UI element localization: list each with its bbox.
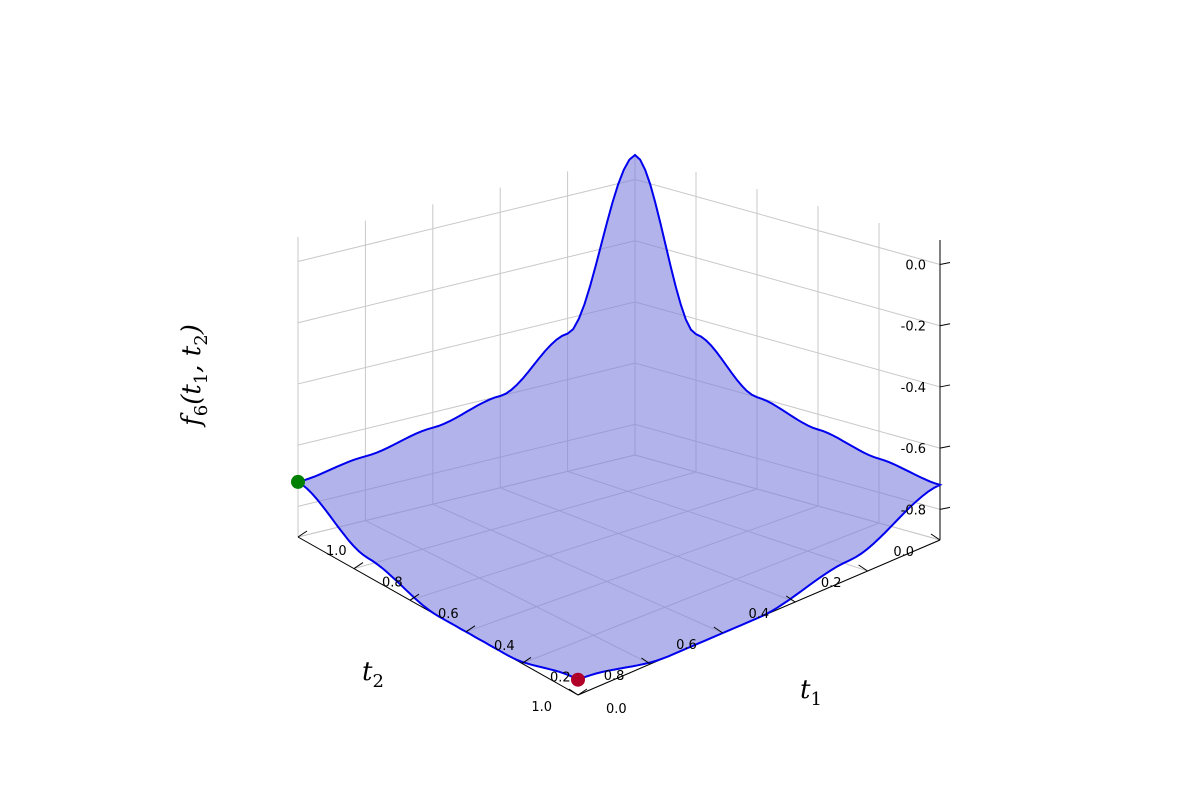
- wall-grid-line: [634, 179, 941, 265]
- surface-patch: [295, 153, 943, 681]
- x-tick-label: 0.6: [438, 607, 459, 622]
- y-tick-label: 0.6: [676, 638, 697, 653]
- y-tick-mark: [858, 564, 868, 572]
- z-tick-label: -0.2: [901, 320, 926, 335]
- x-tick-mark: [577, 688, 588, 696]
- y-axis-label: t2: [362, 657, 384, 692]
- z-tick-mark: [939, 261, 951, 265]
- z-axis-label: f6(t1, t2): [177, 324, 212, 428]
- markers: [291, 474, 585, 687]
- y-tick-mark: [641, 657, 651, 665]
- y-tick-mark: [785, 595, 796, 603]
- y-tick-label: 0.2: [821, 576, 842, 591]
- z-tick-mark: [939, 506, 951, 510]
- z-axis-label-part: 2: [191, 334, 212, 345]
- wall-grid-line: [297, 179, 636, 262]
- z-tick-mark: [939, 323, 951, 327]
- z-tick-label: -0.6: [901, 442, 926, 457]
- x-tick-label: 0.2: [550, 670, 571, 685]
- z-axis-label-part: (t: [177, 384, 207, 405]
- wall-grid-line: [297, 301, 636, 385]
- y-tick-label: 0.4: [749, 607, 770, 622]
- surface: [295, 153, 943, 681]
- minimum-point: [571, 672, 585, 687]
- y-tick-mark: [930, 533, 941, 541]
- z-tick-mark: [939, 384, 951, 388]
- x-tick-mark: [353, 562, 364, 570]
- x-tick-label: 0.8: [382, 576, 403, 591]
- x-tick-mark: [409, 593, 420, 601]
- x-tick-mark: [465, 625, 476, 633]
- z-tick-label: -0.8: [901, 503, 926, 518]
- y-tick-label: 0.8: [604, 669, 625, 684]
- y-tick-mark: [568, 688, 579, 696]
- x-tick-label: 0.0: [606, 702, 627, 717]
- wall-grid-line: [297, 240, 636, 324]
- z-axis-label-part: ): [177, 324, 207, 335]
- z-tick-label: -0.4: [901, 381, 926, 396]
- y-tick-label: 0.0: [893, 545, 914, 560]
- x-tick-label: 0.4: [494, 639, 515, 654]
- x-tick-label: 1.0: [326, 544, 347, 559]
- y-tick-label: 1.0: [531, 700, 552, 715]
- corner-point: [291, 474, 305, 489]
- x-tick-mark: [521, 656, 532, 664]
- z-tick-mark: [939, 445, 951, 449]
- z-axis-label-part: 6: [191, 405, 212, 416]
- x-tick-mark: [297, 530, 308, 538]
- wall-grid-line: [634, 240, 941, 327]
- wall-grid-line: [634, 301, 941, 388]
- tick-labels: 0.0 -0.2 -0.4 -0.6 -0.8 0.0 0.2 0.4 0.6 0.8 1.0 0.0…: [297, 258, 951, 717]
- y-tick-mark: [713, 626, 724, 634]
- z-axis-label-part: 1: [191, 373, 212, 384]
- z-axis-label-part: , t: [177, 345, 207, 373]
- z-tick-label: 0.0: [905, 258, 926, 273]
- x-axis-label: t1: [800, 675, 822, 710]
